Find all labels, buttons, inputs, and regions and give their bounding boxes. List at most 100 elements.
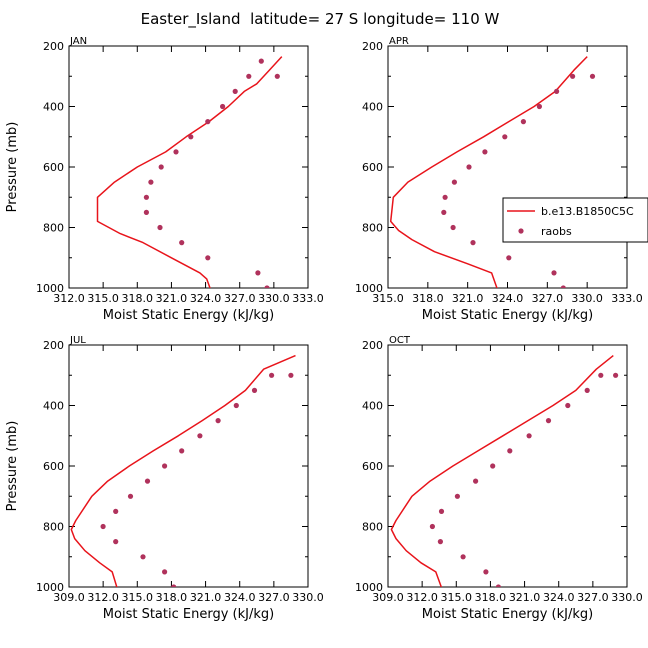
raobs-point [466, 164, 472, 170]
raobs-point [460, 554, 466, 560]
figure-title: Easter_Island latitude= 27 S longitude= … [141, 10, 500, 29]
panel-label: JAN [69, 36, 87, 47]
y-tick-label: 1000 [36, 581, 64, 594]
y-tick-label: 600 [362, 460, 383, 473]
raobs-point [495, 584, 501, 587]
y-tick-label: 400 [362, 400, 383, 413]
raobs-point [274, 73, 280, 79]
raobs-point [220, 103, 226, 110]
legend-marker-swatch [518, 228, 524, 234]
y-tick-label: 1000 [355, 282, 383, 295]
y-tick-label: 200 [362, 339, 383, 352]
raobs-point [507, 448, 513, 454]
panel-jan: JAN 312.0 315.0 318.0 321.0 324.0 327.0 330.0 33… [5, 36, 324, 323]
y-tick-label: 800 [43, 521, 64, 534]
x-tick-label: 327.0 [224, 292, 256, 305]
y-tick-label: 800 [362, 521, 383, 534]
raobs-point [158, 164, 164, 170]
x-tick-label: 318.0 [156, 591, 188, 604]
raobs-point [113, 508, 119, 514]
x-axis-label: Moist Static Energy (kJ/kg) [422, 308, 593, 323]
y-tick-label: 800 [43, 222, 64, 235]
y-tick-label: 600 [362, 161, 383, 174]
x-axis-label: Moist Static Energy (kJ/kg) [103, 607, 274, 622]
legend-entry-label: b.e13.B1850C5C [541, 205, 634, 218]
model-line-series [96, 56, 283, 288]
x-tick-label: 327.0 [258, 591, 290, 604]
y-tick-label: 800 [362, 222, 383, 235]
raobs-point [473, 478, 479, 484]
raobs-point [113, 539, 119, 545]
raobs-point [536, 103, 543, 110]
y-tick-label: 1000 [355, 581, 383, 594]
x-tick-label: 321.0 [509, 591, 541, 604]
legend: b.e13.B1850C5C raobs [502, 197, 648, 243]
plot-area [390, 355, 619, 587]
panel-label: APR [389, 36, 409, 47]
x-tick-label: 330.0 [258, 292, 290, 305]
raobs-point [584, 387, 590, 393]
raobs-point [215, 418, 221, 424]
raobs-point [565, 402, 571, 409]
raobs-point [450, 224, 456, 231]
raobs-point [264, 285, 270, 288]
raobs-point [451, 179, 457, 185]
x-tick-label: 315.0 [441, 591, 473, 604]
raobs-point [140, 554, 146, 560]
model-line-series [70, 354, 296, 587]
x-axis-label: Moist Static Energy (kJ/kg) [103, 308, 274, 323]
y-tick-label: 200 [43, 40, 64, 53]
raobs-point [143, 209, 149, 215]
raobs-point [179, 240, 185, 246]
raobs-point [454, 493, 460, 499]
x-tick-label: 324.0 [543, 591, 575, 604]
x-tick-label: 333.0 [292, 292, 324, 305]
raobs-point [197, 433, 203, 439]
raobs-point [288, 372, 294, 378]
y-axis-label: Pressure (mb) [5, 122, 20, 213]
raobs-point [246, 73, 252, 79]
raobs-point [143, 194, 149, 200]
raobs-point [233, 402, 239, 409]
panel-label: JUL [69, 335, 86, 346]
raobs-point [157, 224, 163, 231]
plot-area [96, 56, 283, 288]
raobs-point [470, 240, 476, 246]
raobs-point [171, 584, 177, 587]
raobs-point [438, 508, 445, 514]
raobs-point [255, 270, 261, 276]
raobs-point [482, 149, 488, 155]
x-tick-label: 330.0 [611, 591, 643, 604]
plot-area [70, 354, 296, 587]
raobs-point [483, 569, 489, 575]
panel-oct: OCT 309.0 312.0 315.0 318.0 321.0 324.0 327.0 33… [355, 335, 643, 622]
raobs-point [100, 523, 106, 530]
y-tick-label: 200 [43, 339, 64, 352]
x-tick-label: 309.0 [53, 591, 85, 604]
x-tick-label: 321.0 [190, 591, 222, 604]
x-tick-label: 324.0 [190, 292, 222, 305]
raobs-point [570, 73, 576, 79]
raobs-point [613, 372, 619, 378]
x-tick-label: 330.0 [292, 591, 324, 604]
x-tick-label: 327.0 [532, 292, 564, 305]
raobs-point [554, 88, 560, 94]
y-tick-label: 600 [43, 460, 64, 473]
raobs-point [589, 73, 596, 79]
y-tick-label: 600 [43, 161, 64, 174]
raobs-point [251, 387, 258, 393]
x-tick-label: 327.0 [577, 591, 609, 604]
raobs-point [502, 134, 508, 140]
plot-area [389, 56, 596, 288]
y-tick-label: 400 [362, 101, 383, 114]
raobs-point [526, 433, 532, 439]
raobs-point [545, 418, 552, 424]
x-tick-label: 318.0 [475, 591, 507, 604]
panel-apr: APR 315.0 318.0 321.0 324.0 327.0 330.0 333.0 20… [355, 36, 643, 323]
raobs-point [551, 270, 557, 276]
raobs-point [162, 569, 168, 575]
raobs-point [179, 448, 185, 454]
